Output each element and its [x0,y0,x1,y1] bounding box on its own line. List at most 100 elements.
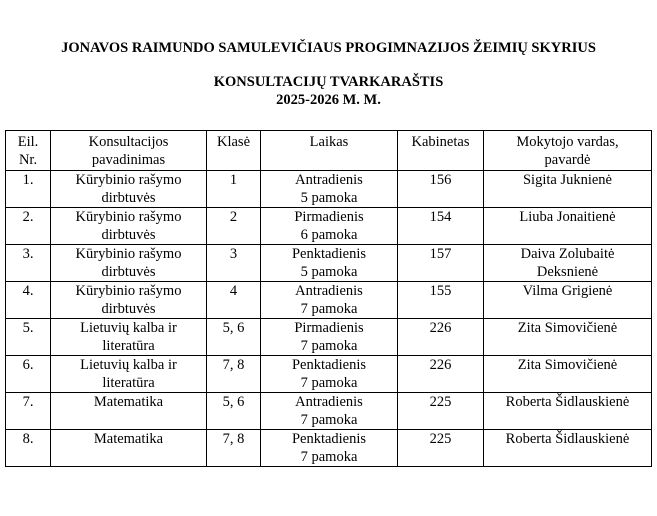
cell-consultation-name: Matematika [50,392,207,430]
cell-time-line: 5 pamoka [300,190,358,206]
cell-row-number-line: 1. [22,172,34,188]
cell-time-line: Antradienis [295,283,363,299]
column-header-time-line: Laikas [309,134,349,150]
cell-row-number-line: 8. [22,431,34,447]
cell-consultation-name: Kūrybinio rašymo dirbtuvės [50,244,207,282]
cell-room-line: 225 [429,431,452,447]
cell-row-number-line: 6. [22,357,34,373]
cell-grade: 7, 8 [206,429,261,467]
school-name: JONAVOS RAIMUNDO SAMULEVIČIAUS PROGIMNAZ… [61,40,596,56]
cell-consultation-name: Kūrybinio rašymo dirbtuvės [50,281,207,319]
consultation-schedule-table: Eil. Nr. Konsultacijos pavadinimas Klasė Laik… [5,130,652,467]
cell-row-number: 5. [5,318,51,356]
cell-teacher-name: Sigita Juknienė [483,170,652,208]
cell-teacher-name: Zita Simovičienė [483,355,652,393]
cell-consultation-name-line: dirbtuvės [101,264,156,280]
column-header-grade: Klasė [206,130,261,171]
cell-consultation-name-line: dirbtuvės [101,227,156,243]
cell-consultation-name-line: dirbtuvės [101,190,156,206]
cell-grade-line: 5, 6 [222,394,245,410]
document-title: KONSULTACIJŲ TVARKARAŠTIS [213,74,444,90]
table-row: 4. Kūrybinio rašymo dirbtuvės 4 Antradienis 7… [5,281,652,319]
cell-time-line: 6 pamoka [300,227,358,243]
column-header-consultation-name-line: Konsultacijos [88,134,169,150]
table-header-row: Eil. Nr. Konsultacijos pavadinimas Klasė Laik… [5,130,652,171]
column-header-teacher-name-line: Mokytojo vardas, [516,134,619,150]
cell-teacher-name: Liuba Jonaitienė [483,207,652,245]
column-header-teacher-name-line: pavardė [544,152,591,168]
cell-room: 226 [397,318,484,356]
cell-grade: 3 [206,244,261,282]
cell-row-number-line: 5. [22,320,34,336]
cell-room-line: 156 [429,172,452,188]
cell-consultation-name-line: Lietuvių kalba ir [80,320,177,336]
cell-consultation-name-line: Kūrybinio rašymo [75,246,182,262]
cell-consultation-name: Kūrybinio rašymo dirbtuvės [50,207,207,245]
cell-room: 226 [397,355,484,393]
cell-consultation-name-line: Kūrybinio rašymo [75,209,182,225]
cell-grade-line: 5, 6 [222,320,245,336]
cell-time-line: 7 pamoka [300,412,358,428]
cell-time-line: Antradienis [295,394,363,410]
cell-teacher-name: Daiva Zolubaitė Deksnienė [483,244,652,282]
cell-row-number-line: 4. [22,283,34,299]
column-header-consultation-name: Konsultacijos pavadinimas [50,130,207,171]
cell-consultation-name-line: literatūra [102,375,155,391]
cell-room-line: 157 [429,246,452,262]
table-row: 7. Matematika 5, 6 Antradienis 7 pamoka 225 Ro… [5,392,652,430]
column-header-teacher-name: Mokytojo vardas, pavardė [483,130,652,171]
cell-room: 155 [397,281,484,319]
cell-room-line: 226 [429,357,452,373]
cell-teacher-name-line: Vilma Grigienė [522,283,613,299]
cell-time-line: Penktadienis [291,357,367,373]
cell-consultation-name-line: Matematika [93,394,164,410]
cell-room: 157 [397,244,484,282]
cell-time-line: 7 pamoka [300,449,358,465]
cell-teacher-name-line: Daiva Zolubaitė [520,246,615,262]
cell-room-line: 154 [429,209,452,225]
cell-grade-line: 7, 8 [222,357,245,373]
cell-time-line: Pirmadienis [294,320,364,336]
cell-room: 156 [397,170,484,208]
cell-teacher-name-line: Sigita Juknienė [522,172,612,188]
cell-row-number: 4. [5,281,51,319]
column-header-time: Laikas [260,130,398,171]
cell-consultation-name-line: Kūrybinio rašymo [75,283,182,299]
cell-grade-line: 7, 8 [222,431,245,447]
cell-time: Antradienis 5 pamoka [260,170,398,208]
cell-teacher-name-line: Zita Simovičienė [517,357,618,373]
cell-consultation-name-line: literatūra [102,338,155,354]
cell-room-line: 155 [429,283,452,299]
cell-grade: 5, 6 [206,318,261,356]
cell-teacher-name-line: Roberta Šidlauskienė [505,431,630,447]
cell-row-number: 6. [5,355,51,393]
cell-row-number: 7. [5,392,51,430]
cell-teacher-name-line: Deksnienė [536,264,599,280]
cell-time-line: Antradienis [295,172,363,188]
column-header-row-number-line: Nr. [18,152,38,168]
cell-teacher-name-line: Liuba Jonaitienė [519,209,616,225]
cell-row-number: 1. [5,170,51,208]
cell-consultation-name: Lietuvių kalba ir literatūra [50,355,207,393]
table-row: 6. Lietuvių kalba ir literatūra 7, 8 Penktad… [5,355,652,393]
column-header-row-number-line: Eil. [17,134,39,150]
cell-time: Antradienis 7 pamoka [260,392,398,430]
cell-room: 225 [397,429,484,467]
cell-row-number: 2. [5,207,51,245]
column-header-room-line: Kabinetas [411,134,470,150]
cell-time-line: Penktadienis [291,246,367,262]
cell-room: 154 [397,207,484,245]
cell-teacher-name: Zita Simovičienė [483,318,652,356]
cell-teacher-name-line: Zita Simovičienė [517,320,618,336]
cell-room-line: 226 [429,320,452,336]
cell-teacher-name: Roberta Šidlauskienė [483,392,652,430]
cell-time-line: 7 pamoka [300,301,358,317]
cell-time-line: Pirmadienis [294,209,364,225]
table-row: 2. Kūrybinio rašymo dirbtuvės 2 Pirmadienis 6… [5,207,652,245]
cell-time-line: Penktadienis [291,431,367,447]
table-row: 1. Kūrybinio rašymo dirbtuvės 1 Antradienis 5… [5,170,652,208]
cell-grade-line: 3 [229,246,238,262]
cell-room-line: 225 [429,394,452,410]
cell-time: Penktadienis 7 pamoka [260,355,398,393]
cell-consultation-name-line: Matematika [93,431,164,447]
